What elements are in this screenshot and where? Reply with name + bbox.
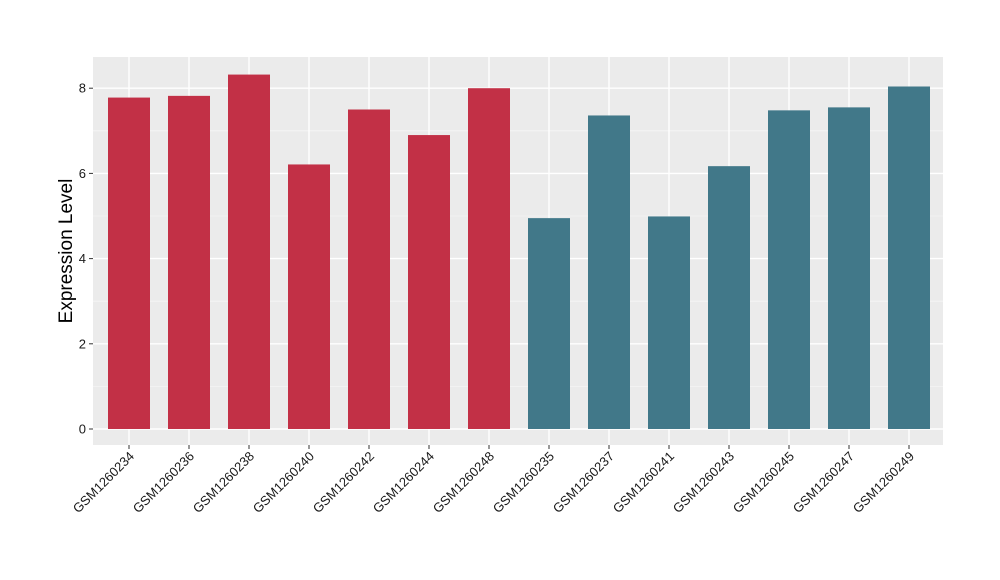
x-tick-label: GSM1260238 [190, 449, 257, 516]
x-tick-label: GSM1260245 [730, 449, 797, 516]
x-tick-label: GSM1260237 [550, 449, 617, 516]
y-tick-label: 2 [79, 336, 86, 351]
x-tick-label: GSM1260234 [70, 449, 137, 516]
bar-GSM1260240 [288, 164, 330, 430]
bar-GSM1260245 [768, 110, 810, 430]
x-tick-label: GSM1260247 [790, 449, 857, 516]
bar-GSM1260242 [348, 109, 390, 429]
y-axis: 0 2 4 6 8 [79, 81, 93, 437]
y-tick-label: 0 [79, 422, 86, 437]
bar-GSM1260247 [828, 107, 870, 430]
y-tick-label: 4 [79, 251, 86, 266]
x-tick-label: GSM1260240 [250, 449, 317, 516]
bars [108, 74, 930, 430]
x-tick-label: GSM1260249 [850, 449, 917, 516]
y-axis-title: Expression Level [56, 179, 77, 324]
bar-GSM1260237 [588, 115, 630, 430]
bar-GSM1260234 [108, 97, 150, 430]
x-axis: GSM1260234GSM1260236GSM1260238GSM1260240… [70, 445, 917, 516]
y-tick-label: 6 [79, 166, 86, 181]
bar-GSM1260244 [408, 135, 450, 429]
bar-GSM1260236 [168, 95, 210, 430]
bar-GSM1260243 [708, 166, 750, 429]
bar-GSM1260249 [888, 86, 930, 429]
x-tick-label: GSM1260242 [310, 449, 377, 516]
x-tick-label: GSM1260243 [670, 449, 737, 516]
x-tick-label: GSM1260248 [430, 449, 497, 516]
x-tick-label: GSM1260235 [490, 449, 557, 516]
bar-GSM1260241 [648, 216, 690, 429]
x-tick-label: GSM1260236 [130, 449, 197, 516]
bar-GSM1260248 [468, 88, 510, 429]
y-tick-label: 8 [79, 81, 86, 96]
x-tick-label: GSM1260244 [370, 449, 437, 516]
bar-GSM1260238 [228, 74, 270, 430]
x-tick-label: GSM1260241 [610, 449, 677, 516]
bar-GSM1260235 [528, 218, 570, 429]
